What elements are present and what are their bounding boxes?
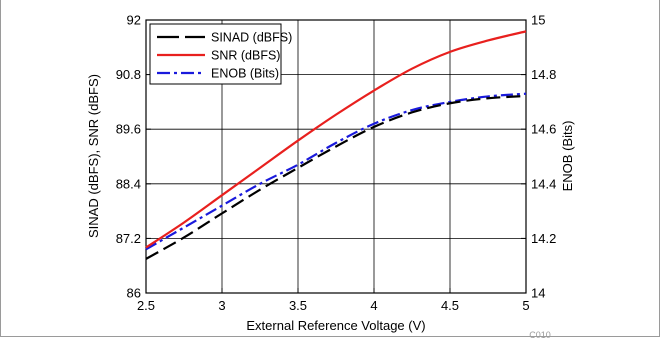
y2-tick-label: 14.2	[531, 231, 556, 246]
y-axis-label: SINAD (dBFS), SNR (dBFS)	[86, 74, 101, 238]
y2-axis-ticks: 14 14.2 14.4 14.6 14.8 15	[521, 13, 556, 301]
series-group	[145, 30, 527, 260]
x-tick-label: 4.5	[441, 298, 459, 313]
y-tick-label: 88.4	[116, 176, 141, 191]
y-tick-label: 89.6	[116, 122, 141, 137]
x-tick-label: 3.5	[289, 298, 307, 313]
legend: SINAD (dBFS) SNR (dBFS) ENOB (Bits)	[149, 23, 292, 85]
y-axis-ticks: 86 87.2 88.4 89.6 90.8 92	[116, 13, 151, 301]
series-line-enob-bits	[145, 92, 527, 251]
y2-tick-label: 14.4	[531, 176, 556, 191]
y-tick-label: 86	[127, 286, 141, 301]
x-tick-label: 2.5	[137, 298, 155, 313]
y2-tick-label: 14.8	[531, 67, 556, 82]
y2-tick-label: 14.6	[531, 122, 556, 137]
y-tick-label: 92	[127, 13, 141, 28]
x-tick-label: 4	[370, 298, 377, 313]
y-tick-label: 87.2	[116, 231, 141, 246]
x-axis-label: External Reference Voltage (V)	[246, 318, 425, 333]
figure-code: C010	[529, 330, 551, 338]
y2-axis-label: ENOB (Bits)	[560, 121, 575, 192]
y-tick-label: 90.8	[116, 67, 141, 82]
series-line-sinad-dbfs	[145, 94, 527, 260]
y2-tick-label: 14	[531, 286, 545, 301]
legend-label: SINAD (dBFS)	[211, 31, 292, 45]
x-tick-label: 3	[218, 298, 225, 313]
series-line-snr-dbfs	[145, 30, 527, 249]
legend-label: ENOB (Bits)	[211, 67, 279, 81]
legend-label: SNR (dBFS)	[211, 49, 280, 63]
x-tick-label: 5	[522, 298, 529, 313]
y2-tick-label: 15	[531, 13, 545, 28]
x-axis-ticks: 2.5 3 3.5 4 4.5 5	[137, 288, 530, 313]
